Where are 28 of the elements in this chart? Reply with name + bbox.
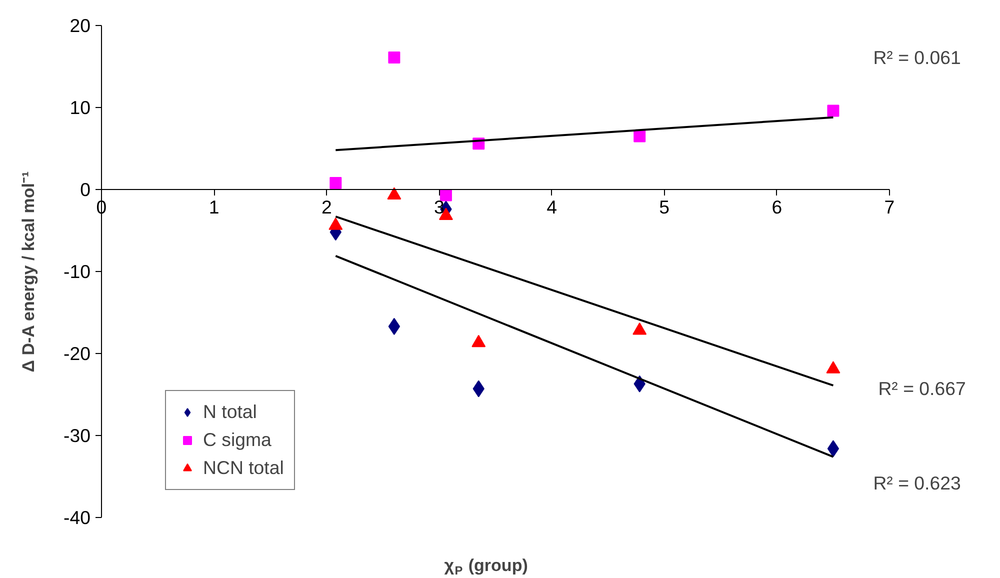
- point: [388, 318, 400, 335]
- y-axis-title: Δ D-A energy / kcal mol⁻¹: [19, 171, 38, 372]
- x-tick-label: 4: [546, 196, 557, 218]
- point: [827, 440, 840, 458]
- y-tick-label: -10: [64, 261, 91, 282]
- annotation: R² = 0.061: [873, 46, 961, 68]
- y-tick-label: -40: [64, 507, 91, 528]
- x-tick-label: 6: [772, 196, 782, 218]
- x-tick-label: 1: [208, 196, 220, 218]
- legend-label: NCN total: [203, 457, 284, 479]
- y-tick-label: 0: [80, 179, 91, 200]
- annotation: R² = 0.667: [878, 378, 966, 399]
- y-tick-label: -30: [64, 425, 91, 446]
- y-tick-label: 20: [70, 15, 91, 36]
- x-tick-label: 7: [884, 196, 895, 218]
- y-tick-label: -20: [64, 343, 91, 364]
- point: [388, 51, 400, 64]
- point: [634, 130, 646, 142]
- y-tick-label: 10: [70, 97, 91, 118]
- annotation: R² = 0.623: [873, 472, 961, 494]
- point: [330, 176, 342, 189]
- x-tick-label: 3: [434, 196, 444, 218]
- legend-label: N total: [203, 401, 257, 423]
- x-tick-label: 5: [659, 196, 670, 218]
- legend-label: C sigma: [203, 429, 272, 451]
- x-tick-label: 2: [321, 196, 332, 218]
- point: [440, 189, 452, 202]
- point: [827, 104, 840, 117]
